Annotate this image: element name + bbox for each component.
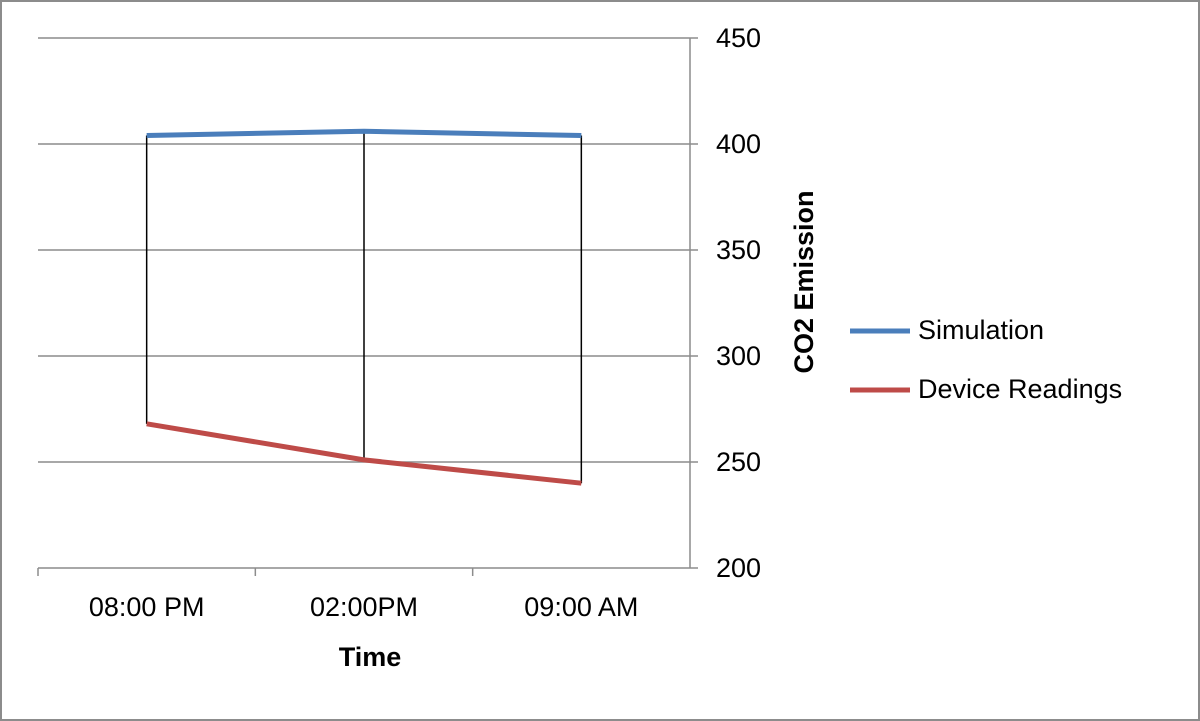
x-tick-label: 08:00 PM [89, 592, 205, 622]
y-axis-title: CO2 Emission [789, 190, 819, 373]
x-axis-title: Time [339, 642, 402, 672]
legend-label: Simulation [918, 315, 1044, 345]
legend-label: Device Readings [918, 374, 1122, 404]
y-tick-label: 350 [716, 235, 761, 265]
y-tick-label: 200 [716, 553, 761, 583]
series-line [146, 128, 582, 139]
series-line [146, 421, 582, 486]
y-tick-label: 400 [716, 129, 761, 159]
y-tick-label: 300 [716, 341, 761, 371]
y-tick-label: 250 [716, 447, 761, 477]
x-tick-label: 09:00 AM [524, 592, 638, 622]
x-tick-label: 02:00PM [310, 592, 418, 622]
y-tick-label: 450 [716, 23, 761, 53]
